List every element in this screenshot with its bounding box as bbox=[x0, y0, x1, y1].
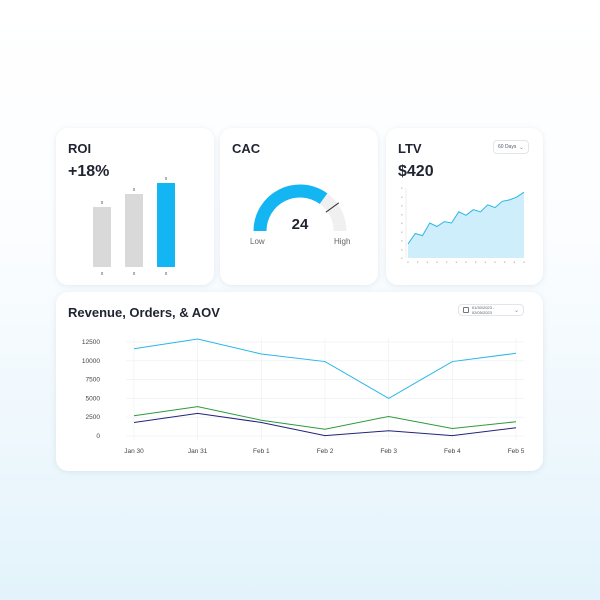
ltv-y-tick-label: x bbox=[401, 230, 403, 234]
ltv-y-tick-label: x bbox=[401, 186, 403, 190]
ltv-y-tick-label: x bbox=[401, 239, 403, 243]
ltv-x-tick-label: x bbox=[485, 260, 487, 264]
revenue-y-tick-label: 2500 bbox=[86, 414, 101, 421]
roi-bar-top-label: x bbox=[133, 187, 136, 193]
cac-low-label: Low bbox=[250, 237, 265, 246]
roi-bar-top-label: x bbox=[101, 200, 104, 206]
revenue-x-tick-label: Feb 4 bbox=[444, 448, 461, 455]
ltv-x-tick-label: x bbox=[523, 260, 525, 264]
ltv-y-tick-label: x bbox=[401, 221, 403, 225]
ltv-x-tick-label: x bbox=[465, 260, 467, 264]
revenue-x-tick-label: Feb 5 bbox=[508, 448, 525, 455]
ltv-y-tick-label: x bbox=[401, 195, 403, 199]
revenue-title: Revenue, Orders, & AOV bbox=[68, 305, 220, 320]
revenue-y-tick-label: 5000 bbox=[86, 395, 101, 402]
revenue-x-tick-label: Feb 3 bbox=[380, 448, 397, 455]
roi-bar bbox=[157, 183, 175, 267]
ltv-value: $420 bbox=[398, 163, 434, 180]
ltv-y-tick-label: x bbox=[401, 247, 403, 251]
ltv-x-tick-label: x bbox=[456, 260, 458, 264]
revenue-y-tick-label: 7500 bbox=[86, 377, 101, 384]
cac-title: CAC bbox=[232, 141, 261, 156]
chevron-down-icon: ⌄ bbox=[518, 144, 524, 151]
ltv-y-tick-label: x bbox=[401, 212, 403, 216]
cac-card: CAC 24 Low High bbox=[220, 128, 378, 285]
calendar-icon bbox=[463, 307, 469, 313]
revenue-y-tick-label: 12500 bbox=[82, 339, 100, 346]
revenue-date-range-picker[interactable]: 01/30/2023 - 02/05/2023 ⌄ bbox=[458, 304, 524, 316]
revenue-date-range-label: 01/30/2023 - 02/05/2023 bbox=[471, 305, 495, 315]
roi-value: +18% bbox=[68, 163, 110, 180]
ltv-x-tick-label: x bbox=[407, 260, 409, 264]
roi-bar-bottom-label: x bbox=[101, 271, 104, 277]
roi-bar-bottom-label: x bbox=[165, 271, 168, 277]
roi-title: ROI bbox=[68, 141, 92, 156]
cac-high-label: High bbox=[334, 237, 351, 246]
revenue-line-chart: 12500 10000 7500 5000 2500 0 Jan 30 Jan 31 Feb 1… bbox=[82, 338, 525, 455]
ltv-x-tick-label: x bbox=[514, 260, 516, 264]
cac-gauge-fill bbox=[253, 184, 328, 232]
roi-card: ROI +18% x x x x x x bbox=[56, 128, 214, 285]
revenue-series-line-2 bbox=[133, 412, 517, 437]
ltv-title: LTV bbox=[398, 141, 422, 156]
ltv-x-tick-label: x bbox=[494, 260, 496, 264]
revenue-y-tick-label: 0 bbox=[96, 433, 100, 440]
revenue-y-tick-label: 10000 bbox=[82, 358, 100, 365]
ltv-x-tick-label: x bbox=[475, 260, 477, 264]
ltv-y-tick-label: x bbox=[401, 204, 403, 208]
cac-value: 24 bbox=[291, 216, 309, 233]
cac-gauge bbox=[253, 184, 347, 232]
revenue-card: Revenue, Orders, & AOV 01/30/2023 - 02/0… bbox=[56, 292, 543, 471]
ltv-x-tick-label: x bbox=[504, 260, 506, 264]
ltv-area bbox=[408, 192, 524, 258]
roi-bar bbox=[125, 194, 143, 267]
ltv-range-select-label: 60 Days bbox=[498, 144, 517, 150]
ltv-range-select[interactable]: 60 Days ⌄ bbox=[493, 140, 529, 154]
roi-bar-bottom-label: x bbox=[133, 271, 136, 277]
revenue-x-tick-label: Feb 2 bbox=[317, 448, 334, 455]
cac-gauge-needle bbox=[325, 202, 340, 213]
chevron-down-icon: ⌄ bbox=[513, 307, 519, 314]
ltv-x-tick-label: x bbox=[427, 260, 429, 264]
revenue-series-line-1 bbox=[133, 406, 517, 430]
revenue-series-line-0 bbox=[133, 338, 517, 399]
ltv-x-tick-label: x bbox=[436, 260, 438, 264]
revenue-x-tick-label: Jan 31 bbox=[188, 448, 208, 455]
ltv-line bbox=[407, 191, 525, 245]
revenue-x-tick-label: Feb 1 bbox=[253, 448, 270, 455]
roi-bar-top-label: x bbox=[165, 176, 168, 182]
ltv-x-tick-label: x bbox=[446, 260, 448, 264]
revenue-x-tick-label: Jan 30 bbox=[124, 448, 144, 455]
ltv-x-tick-label: x bbox=[417, 260, 419, 264]
roi-bar-chart: x x x x x x bbox=[93, 176, 175, 277]
roi-bar bbox=[93, 207, 111, 267]
ltv-y-tick-label: x bbox=[401, 256, 403, 260]
